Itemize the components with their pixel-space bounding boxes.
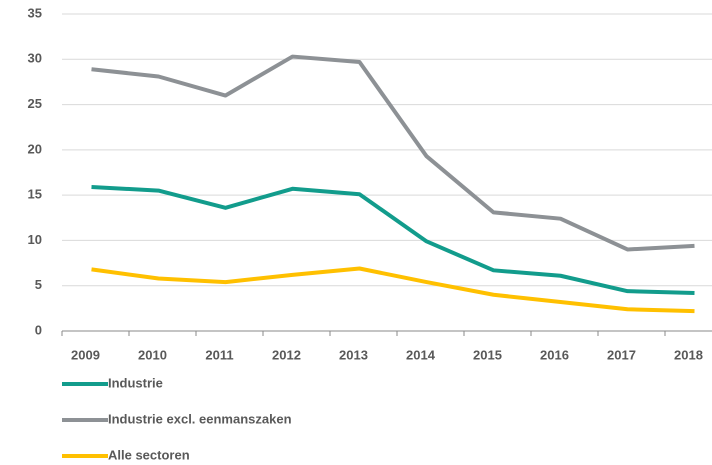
series-line xyxy=(91,54,695,252)
y-tick-label: 5 xyxy=(35,277,42,292)
y-tick-label: 30 xyxy=(28,51,42,66)
series-line xyxy=(91,266,695,314)
legend-label: Alle sectoren xyxy=(108,447,190,462)
x-tick-label: 2014 xyxy=(406,347,436,362)
x-tick-label: 2009 xyxy=(71,347,100,362)
x-tick-label: 2010 xyxy=(138,347,167,362)
y-tick-label: 25 xyxy=(28,96,42,111)
legend-label: Industrie xyxy=(108,375,163,390)
x-tick-label: 2015 xyxy=(473,347,502,362)
legend-label: Industrie excl. eenmanszaken xyxy=(108,411,292,426)
y-tick-label: 15 xyxy=(28,187,42,202)
x-tick-label: 2013 xyxy=(339,347,368,362)
y-tick-label: 20 xyxy=(28,141,42,156)
x-tick-label: 2012 xyxy=(272,347,301,362)
series-line xyxy=(91,184,695,295)
x-tick-label: 2011 xyxy=(205,347,233,362)
x-tick-label: 2018 xyxy=(674,347,703,362)
x-tick-label: 2016 xyxy=(540,347,569,362)
y-tick-label: 35 xyxy=(28,5,42,20)
x-tick-label: 2017 xyxy=(607,347,636,362)
y-tick-label: 0 xyxy=(35,322,42,337)
y-tick-label: 10 xyxy=(28,232,42,247)
